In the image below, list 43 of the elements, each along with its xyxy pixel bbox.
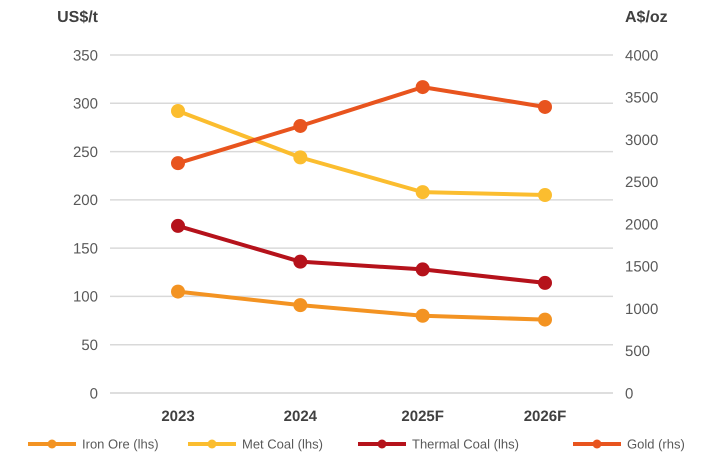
y-tick-label: 250 [72, 144, 98, 161]
y2-axis-title: A$/oz [625, 9, 668, 26]
point [171, 218, 185, 233]
point [293, 298, 308, 312]
point [416, 185, 430, 200]
point [538, 188, 552, 202]
point [538, 276, 552, 290]
y-tick-label: 100 [72, 288, 98, 306]
legend-label: Gold (rhs) [627, 436, 685, 452]
y-tick-label: 150 [72, 240, 98, 258]
point [293, 150, 308, 164]
y2-tick-label: 500 [625, 343, 650, 360]
y-tick-label: 300 [72, 96, 98, 113]
y2-tick-label: 2500 [625, 174, 658, 191]
point [171, 156, 185, 170]
y2-tick-label: 3000 [625, 132, 658, 149]
point [416, 80, 430, 94]
x-tick-label: 2023 [161, 408, 195, 425]
y-tick-label: 200 [72, 192, 98, 210]
point [293, 118, 308, 133]
y-tick-label: 350 [72, 47, 98, 64]
y2-tick-label: 4000 [625, 47, 658, 64]
x-tick-label: 2026F [524, 408, 566, 425]
y-axis-title: US$/t [57, 9, 99, 26]
legend-label: Iron Ore (lhs) [82, 436, 159, 452]
point [171, 104, 185, 118]
y-tick-label: 0 [90, 385, 98, 402]
x-tick-label: 2024 [284, 408, 318, 425]
point [171, 284, 185, 299]
y2-tick-label: 1500 [625, 258, 658, 276]
point [416, 262, 430, 276]
legend-label: Thermal Coal (lhs) [412, 436, 519, 452]
y-tick-label: 50 [81, 336, 98, 354]
point [538, 312, 552, 327]
y2-tick-label: 1000 [625, 300, 658, 318]
point [538, 100, 552, 114]
legend-label: Met Coal (lhs) [242, 436, 323, 452]
y2-tick-label: 3500 [625, 90, 658, 106]
x-tick-label: 2025F [401, 408, 444, 425]
y2-tick-label: 2000 [625, 216, 658, 234]
point [293, 254, 308, 269]
point [416, 308, 430, 323]
y2-tick-label: 0 [625, 385, 634, 402]
